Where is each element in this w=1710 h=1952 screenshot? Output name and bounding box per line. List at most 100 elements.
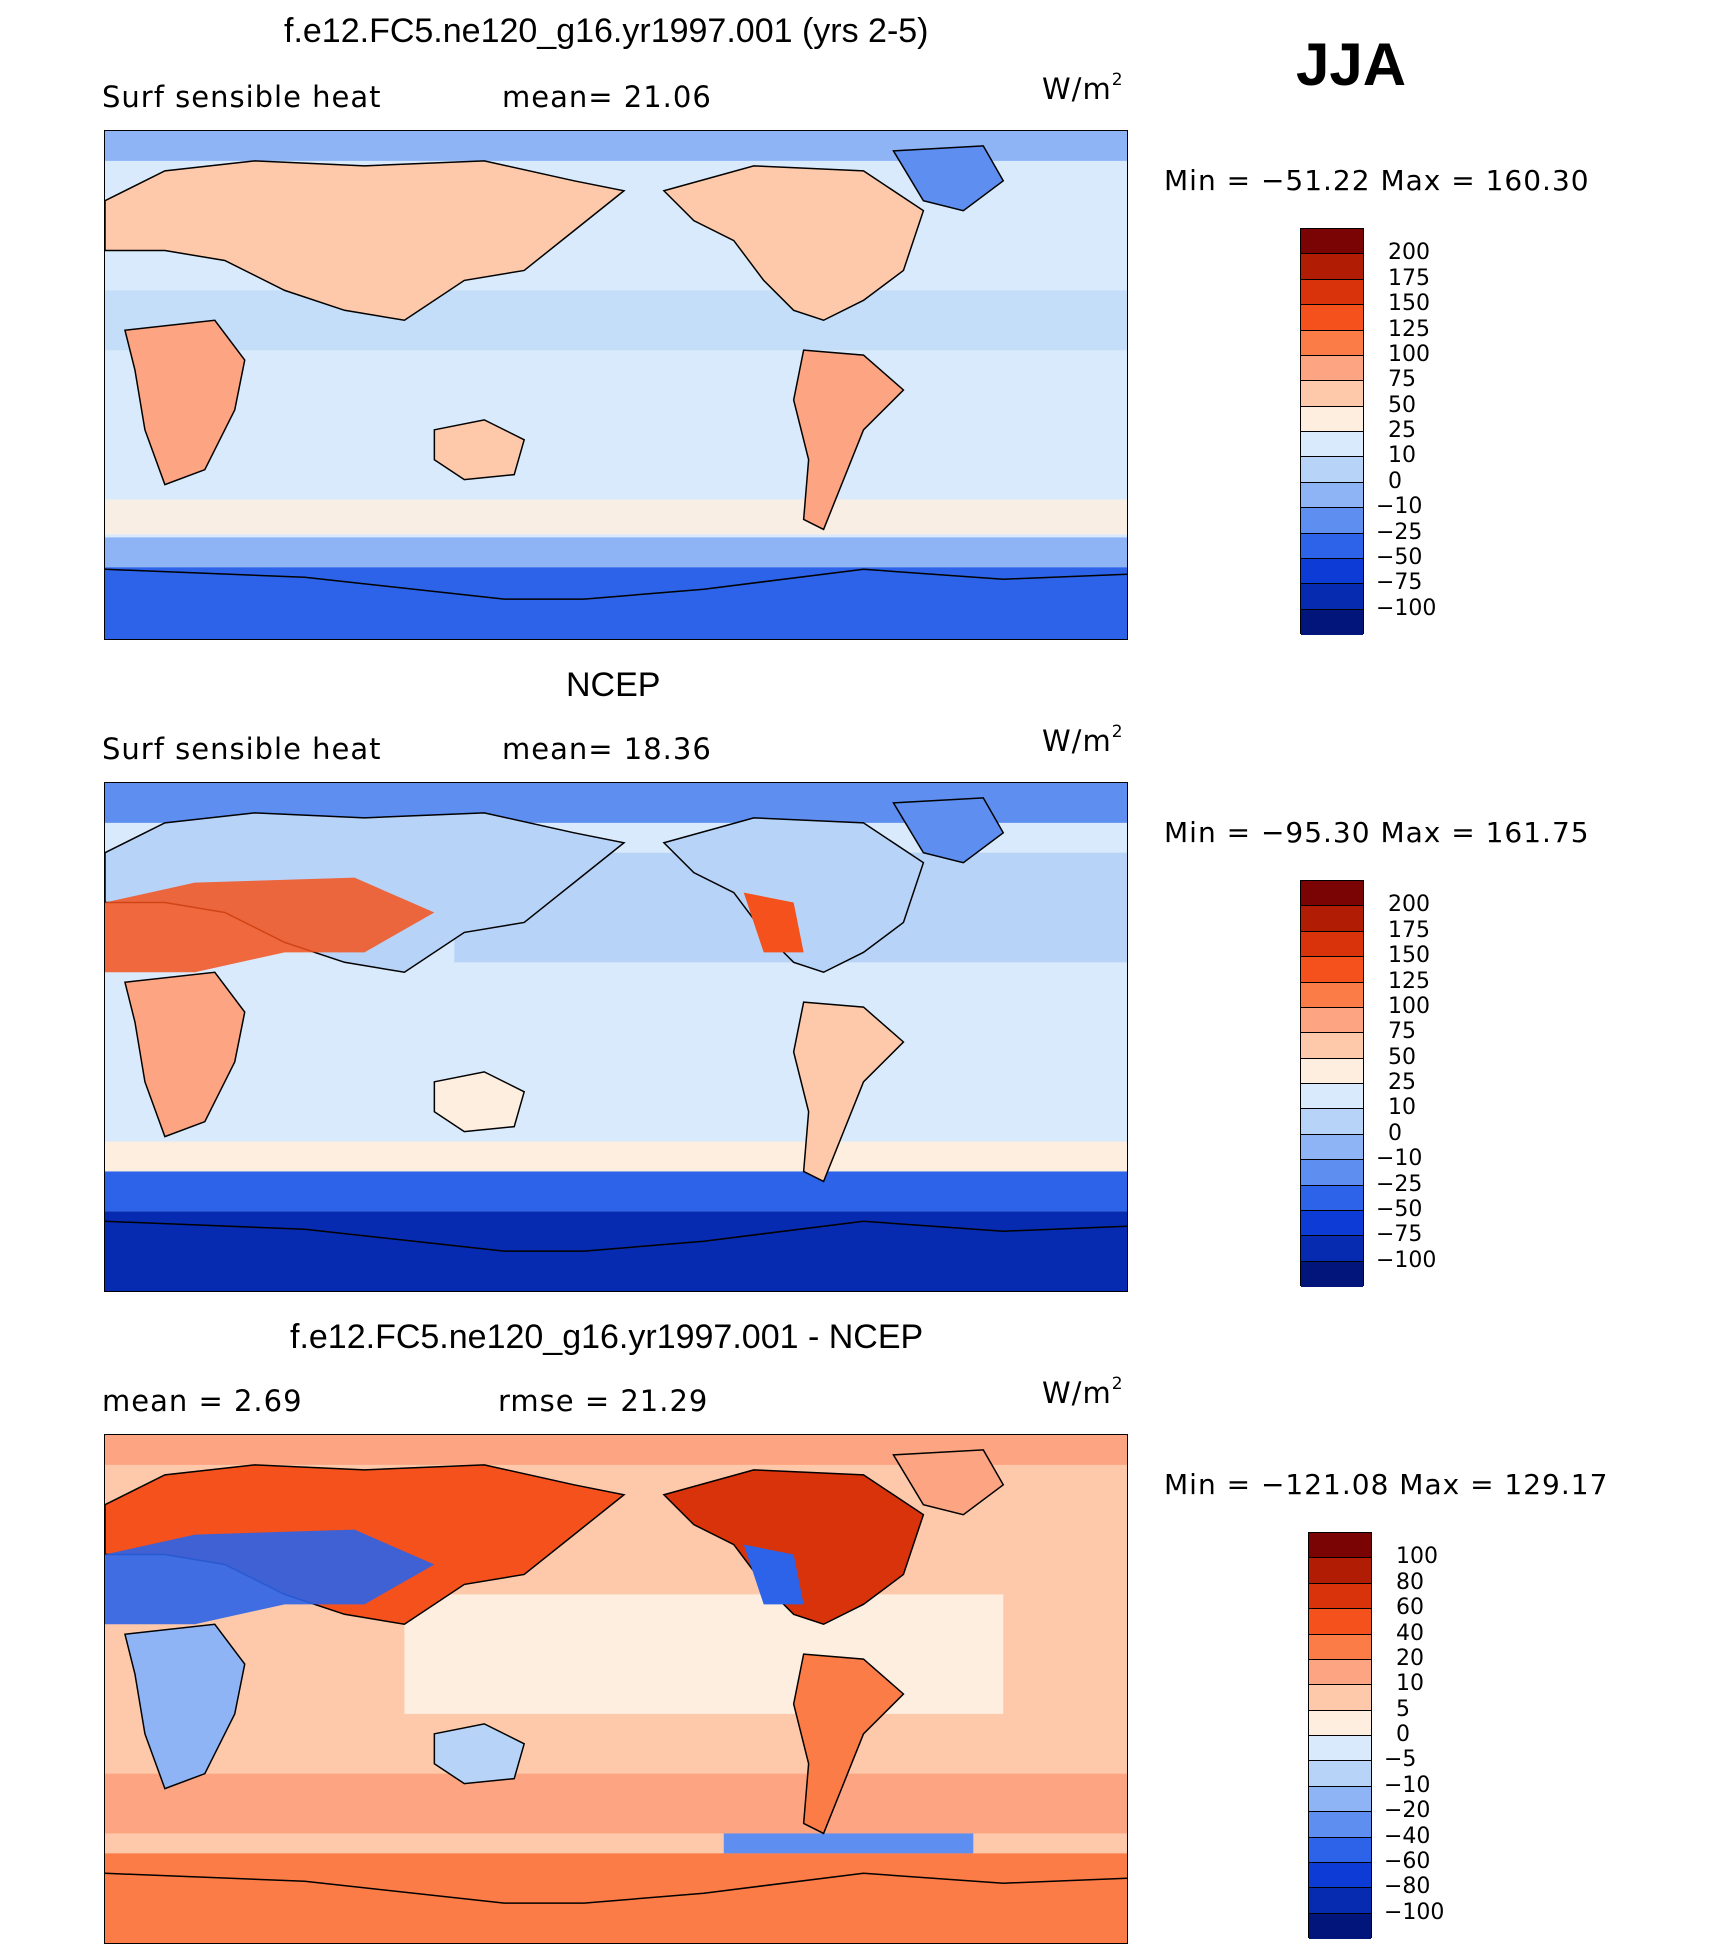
north-america-shape [662,165,925,322]
colorbar-tick-label: 5 [1396,1696,1410,1722]
colorbar-swatch [1301,982,1363,1008]
colorbar-swatch [1309,1837,1371,1863]
colorbar-swatch [1301,931,1363,958]
colorbar-swatch [1301,508,1363,534]
colorbar-swatch [1301,558,1363,585]
colorbar-tick-label: 80 [1396,1569,1424,1595]
colorbar-tick-label: 40 [1396,1620,1424,1646]
panel-2-map [104,782,1128,1292]
colorbar-tick-label: 0 [1396,1722,1410,1747]
colorbar-tick-label: −75 [1376,1222,1423,1248]
antarctica-coastline [105,568,1127,600]
colorbar-tick-label: 25 [1388,418,1416,443]
colorbar-swatch [1301,229,1363,255]
colorbar-swatch [1309,1583,1371,1610]
colorbar-tick-label: −50 [1376,544,1423,570]
southern-ocean-band [105,1141,1127,1172]
panel-1-units: W/m2 [1042,70,1124,106]
southern-cool-band [105,537,1127,568]
panel-2-mean-label: mean= 18.36 [502,732,712,766]
southern-ocean-band [105,1773,1127,1834]
colorbar-tick-label: 25 [1388,1070,1416,1095]
colorbar-swatch [1301,381,1363,407]
colorbar-swatch [1309,1786,1371,1813]
south-america-shape [792,1653,905,1835]
colorbar-swatch [1301,1033,1363,1059]
sw-us-hot-region [743,892,804,953]
colorbar-tick-label: 200 [1388,892,1430,918]
north-america-shape [662,1469,925,1626]
panel-1-colorbar-swatches [1300,228,1364,635]
units-text: W/m [1042,72,1112,106]
southern-cool-strip [723,1833,974,1854]
colorbar-swatch [1301,305,1363,331]
panel-3-units: W/m2 [1042,1374,1124,1410]
australia-shape [433,419,526,481]
panel-3-mean-label: mean = 2.69 [102,1384,303,1418]
colorbar-tick-label: 175 [1388,917,1430,943]
colorbar-swatch [1301,1261,1363,1287]
colorbar-swatch [1301,1109,1363,1135]
colorbar-swatch [1301,330,1363,356]
colorbar-swatch [1301,1058,1363,1084]
antarctica-coastline [105,1220,1127,1252]
colorbar-swatch [1309,1659,1371,1686]
colorbar-tick-label: −100 [1376,595,1437,621]
south-america-shape [792,349,905,531]
colorbar-tick-label: 10 [1396,1671,1424,1697]
colorbar-tick-label: −50 [1376,1196,1423,1222]
colorbar-tick-label: 10 [1388,443,1416,469]
colorbar-tick-label: 75 [1388,367,1416,393]
colorbar-tick-label: −100 [1376,1247,1437,1273]
colorbar-swatch [1301,482,1363,509]
panel-3-rmse-label: rmse = 21.29 [498,1384,709,1418]
colorbar-tick-label: 50 [1388,392,1416,418]
colorbar-tick-label: −10 [1384,1772,1431,1798]
colorbar-tick-label: 100 [1388,341,1430,367]
colorbar-swatch [1309,1812,1371,1838]
units-text: W/m [1042,724,1112,758]
panel-3-minmax: Min = −121.08 Max = 129.17 [1164,1468,1609,1501]
panel-2-map-svg [105,783,1127,1291]
colorbar-swatch [1301,533,1363,559]
colorbar-swatch [1301,1210,1363,1237]
colorbar-swatch [1309,1710,1371,1736]
colorbar-swatch [1301,254,1363,280]
colorbar-swatch [1309,1685,1371,1711]
colorbar-tick-label: −80 [1384,1874,1431,1900]
panel-1-title: f.e12.FC5.ne120_g16.yr1997.001 (yrs 2-5) [284,12,929,50]
panel-2-colorbar-swatches [1300,880,1364,1287]
units-exponent: 2 [1111,70,1124,90]
panel-2-units: W/m2 [1042,722,1124,758]
colorbar-tick-label: 150 [1388,291,1430,317]
colorbar-swatch [1301,279,1363,306]
colorbar-tick-label: −25 [1376,1171,1423,1197]
antarctica-coastline [105,1872,1127,1904]
colorbar-tick-label: −75 [1376,570,1423,596]
colorbar-tick-label: 125 [1388,968,1430,994]
colorbar-swatch [1309,1558,1371,1584]
colorbar-tick-label: −20 [1384,1798,1431,1824]
colorbar-swatch [1301,1185,1363,1211]
colorbar-swatch [1301,457,1363,483]
panel-1-mean-label: mean= 21.06 [502,80,712,114]
desert-hot-region [105,877,435,973]
colorbar-swatch [1301,432,1363,458]
colorbar-swatch [1301,609,1363,635]
colorbar-swatch [1309,1634,1371,1660]
colorbar-tick-label: 150 [1388,943,1430,969]
panel-2-variable-label: Surf sensible heat [102,732,382,766]
colorbar-tick-label: 200 [1388,240,1430,266]
north-america-shape [662,817,925,974]
colorbar-tick-label: −25 [1376,519,1423,545]
colorbar-swatch [1309,1736,1371,1762]
colorbar-tick-label: 175 [1388,265,1430,291]
colorbar-tick-label: 100 [1388,993,1430,1019]
units-exponent: 2 [1111,1374,1124,1394]
colorbar-tick-label: 75 [1388,1019,1416,1045]
panel-1-map [104,130,1128,640]
colorbar-tick-label: 100 [1396,1544,1438,1570]
panel-3-title: f.e12.FC5.ne120_g16.yr1997.001 - NCEP [290,1318,924,1356]
antarctic-band [105,1211,1127,1291]
colorbar-swatch [1309,1533,1371,1559]
